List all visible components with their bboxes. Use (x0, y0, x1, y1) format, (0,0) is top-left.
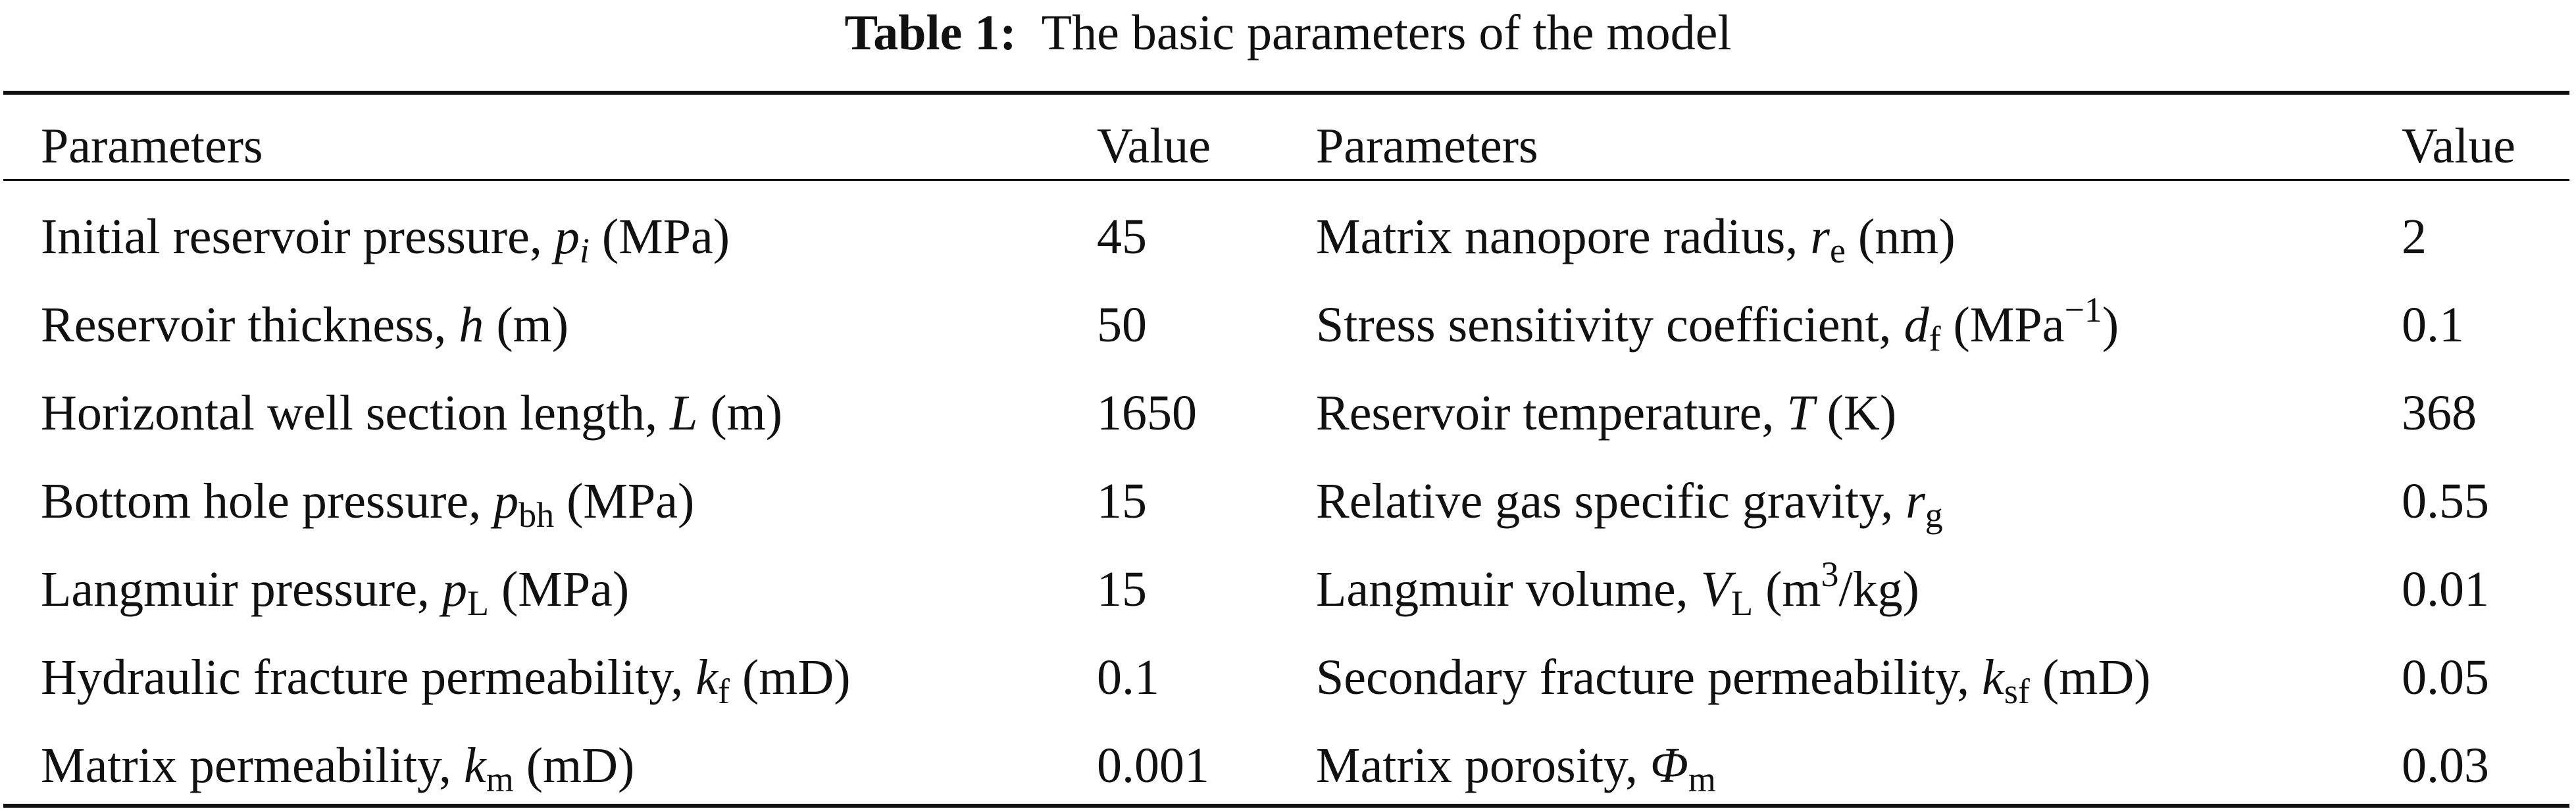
param-unit: (m) (496, 297, 569, 353)
param-unit: (mD) (742, 650, 851, 705)
header-value-left: Value (1097, 118, 1211, 174)
param-symbol: p (493, 474, 519, 529)
param-name: Matrix permeability, (41, 738, 464, 793)
param-left-2: Reservoir thickness, h (m) (41, 292, 568, 358)
param-subscript: m (1688, 760, 1716, 799)
table-top-rule (3, 91, 2569, 95)
param-left-3: Horizontal well section length, L (m) (41, 380, 782, 446)
param-symbol: p (554, 209, 580, 264)
value-right-2: 0.1 (2402, 297, 2464, 353)
param-name: Stress sensitivity coefficient, (1316, 297, 1904, 353)
param-subscript: g (1925, 495, 1943, 535)
param-unit-superscript: 3 (1821, 554, 1839, 594)
param-name: Secondary fracture permeability, (1316, 650, 1983, 705)
param-right-6: Secondary fracture permeability, ksf (mD… (1316, 645, 2151, 710)
header-value-right: Value (2402, 118, 2516, 174)
param-subscript: bh (518, 495, 555, 535)
param-name: Matrix porosity, (1316, 738, 1651, 793)
value-right-3: 368 (2402, 385, 2477, 441)
param-name: Reservoir temperature, (1316, 385, 1787, 441)
param-name: Horizontal well section length, (41, 385, 670, 441)
param-name: Langmuir volume, (1316, 562, 1701, 617)
param-subscript: i (579, 231, 590, 270)
param-subscript: e (1829, 231, 1846, 270)
param-symbol: V (1700, 562, 1732, 617)
value-right-4: 0.55 (2402, 474, 2489, 529)
param-unit: (MPa (1953, 297, 2065, 353)
param-left-4: Bottom hole pressure, pbh (MPa) (41, 468, 694, 534)
param-symbol: T (1786, 385, 1815, 441)
param-unit: (mD) (2042, 650, 2151, 705)
param-symbol: k (695, 650, 719, 705)
param-right-4: Relative gas specific gravity, rg (1316, 468, 1943, 534)
table-caption-label: Table 1: (844, 5, 1017, 61)
param-unit: (nm) (1857, 209, 1956, 264)
value-right-5: 0.01 (2402, 562, 2489, 617)
param-symbol: r (1810, 209, 1830, 264)
param-symbol: p (442, 562, 467, 617)
param-subscript: L (1731, 583, 1754, 623)
value-right-6: 0.05 (2402, 650, 2489, 705)
param-symbol: Φ (1650, 738, 1688, 793)
param-right-5: Langmuir volume, VL (m3/kg) (1316, 556, 1919, 622)
value-left-2: 50 (1097, 297, 1147, 353)
param-right-3: Reservoir temperature, T (K) (1316, 380, 1896, 446)
param-subscript: m (486, 760, 514, 799)
header-parameters-left: Parameters (41, 118, 263, 174)
param-unit: (MPa) (501, 562, 630, 617)
param-right-1: Matrix nanopore radius, re (nm) (1316, 204, 1956, 270)
param-unit: (MPa) (567, 474, 695, 529)
param-unit: (m (1765, 562, 1821, 617)
param-unit: (K) (1827, 385, 1897, 441)
param-symbol: r (1906, 474, 1925, 529)
header-parameters-right: Parameters (1316, 118, 1538, 174)
param-name: Relative gas specific gravity, (1316, 474, 1906, 529)
param-right-2: Stress sensitivity coefficient, df (MPa−… (1316, 292, 2119, 358)
param-symbol: k (464, 738, 486, 793)
param-name: Reservoir thickness, (41, 297, 459, 353)
param-symbol: L (670, 385, 698, 441)
param-name: Bottom hole pressure, (41, 474, 494, 529)
table-header-rule (3, 179, 2569, 181)
param-unit: (mD) (526, 738, 635, 793)
param-left-1: Initial reservoir pressure, pi (MPa) (41, 204, 730, 270)
value-left-5: 15 (1097, 562, 1147, 617)
param-subscript: sf (2004, 672, 2030, 711)
value-left-4: 15 (1097, 474, 1147, 529)
param-symbol: d (1904, 297, 1929, 353)
param-name: Matrix nanopore radius, (1316, 209, 1811, 264)
value-right-7: 0.03 (2402, 738, 2489, 793)
value-left-1: 45 (1097, 209, 1147, 264)
value-left-7: 0.001 (1097, 738, 1209, 793)
param-name: Langmuir pressure, (41, 562, 442, 617)
param-symbol: k (1982, 650, 2004, 705)
param-unit: (MPa) (601, 209, 730, 264)
param-name: Initial reservoir pressure, (41, 209, 555, 264)
param-right-7: Matrix porosity, Φm (1316, 733, 1716, 799)
table-bottom-rule (3, 804, 2569, 808)
param-unit: (m) (710, 385, 783, 441)
value-right-1: 2 (2402, 209, 2427, 264)
param-unit-superscript: −1 (2064, 290, 2102, 330)
param-subscript: L (467, 583, 489, 623)
table-caption: Table 1: The basic parameters of the mod… (0, 0, 2576, 72)
param-left-6: Hydraulic fracture permeability, kf (mD) (41, 645, 851, 710)
table-caption-text: The basic parameters of the model (1041, 5, 1732, 61)
value-left-3: 1650 (1097, 385, 1197, 441)
value-left-6: 0.1 (1097, 650, 1159, 705)
param-unit-end: ) (2102, 297, 2119, 353)
param-subscript: f (1929, 319, 1941, 358)
param-unit-end: /kg) (1838, 562, 1919, 617)
param-subscript: f (718, 672, 730, 711)
param-left-7: Matrix permeability, km (mD) (41, 733, 634, 799)
param-symbol: h (459, 297, 484, 353)
param-left-5: Langmuir pressure, pL (MPa) (41, 556, 629, 622)
param-name: Hydraulic fracture permeability, (41, 650, 696, 705)
